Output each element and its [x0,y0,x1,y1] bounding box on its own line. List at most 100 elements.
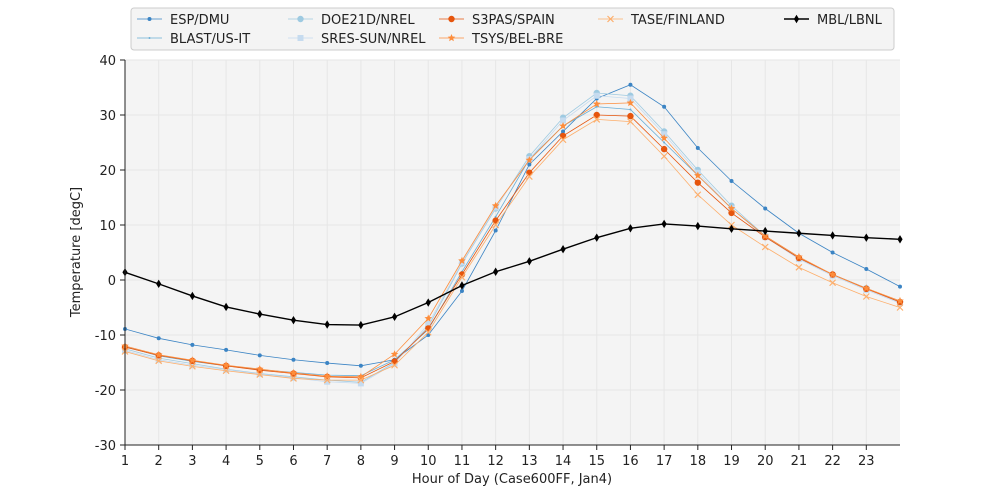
data-point [862,293,870,300]
data-point [559,122,567,130]
data-point [390,350,399,358]
data-point [795,263,803,271]
data-point [728,209,735,217]
legend-item: ESP/DMU [137,13,229,28]
legend-label: SRES-SUN/NREL [321,32,426,47]
data-point [459,281,465,290]
data-point [188,356,197,364]
legend-box [130,7,895,51]
data-point [761,243,769,251]
legend-label: S3PAS/SPAIN [472,13,555,28]
y-tick-label: -30 [95,439,116,454]
data-point [796,229,802,238]
data-point [560,245,566,254]
data-point [660,145,668,153]
legend: ESP/DMU BLAST/US-IT DOE21D/NREL SRES-SUN/NR… [130,7,895,51]
data-point [325,361,330,366]
x-tick-label: 19 [723,454,740,469]
data-point [324,320,330,329]
legend-marker [148,37,151,39]
data-point [864,267,869,271]
data-point [324,378,331,385]
data-point [593,92,600,99]
data-point [627,224,634,233]
data-point [795,252,803,261]
data-point [190,342,195,347]
data-point [255,365,264,373]
data-point [358,363,363,368]
data-point [663,141,666,144]
data-point [391,312,398,322]
ticks: 1 2 3 4 5 6 7 8 9 10 11 12 13 14 15 16 17 18 19 20 21 22 23-30… [95,54,875,469]
data-point [154,350,163,359]
x-tick-label: 2 [155,454,163,469]
data-point [155,356,162,363]
x-tick-label: 18 [690,454,707,469]
series-line [124,102,901,378]
data-point [728,224,735,234]
legend-marker [147,17,152,21]
data-point [830,231,836,240]
plot-background [125,60,900,445]
data-point [561,129,566,134]
data-point [222,367,230,375]
x-tick-label: 17 [656,454,673,469]
data-point [493,267,499,276]
data-point [357,380,364,387]
data-point [256,371,264,379]
x-tick-label: 10 [420,454,437,469]
series-layer [121,82,904,387]
data-point [492,221,500,229]
x-tick-label: 22 [824,454,841,469]
legend-item: DOE21D/NREL [288,13,415,28]
x-axis-label: Hour of Day (Case600FF, Jan4) [412,472,612,487]
series-6 [121,115,904,384]
series-line [124,223,901,326]
data-point [257,353,262,358]
y-tick-label: 10 [99,219,116,234]
series-line [124,114,901,379]
legend-item: S3PAS/SPAIN [439,13,555,28]
x-tick-label: 4 [222,454,230,469]
data-point [155,357,163,365]
legend-item: MBL/LBNL [784,13,883,28]
data-point [156,336,161,341]
data-point [493,228,498,233]
y-tick-label: 0 [108,274,116,289]
data-point [290,315,297,325]
legend-marker [448,15,455,23]
data-point [357,376,365,384]
data-point [629,108,632,111]
legend-label: TASE/FINLAND [630,13,725,28]
x-tick-label: 9 [390,454,398,469]
data-point [626,98,635,107]
data-point [525,156,534,164]
legend-marker [793,14,800,24]
x-tick-label: 7 [323,454,331,469]
data-point [627,118,634,126]
data-point [660,152,668,160]
data-point [189,362,196,369]
data-point [897,235,903,244]
data-point [525,173,533,181]
legend-marker [297,15,304,23]
data-point [494,215,497,218]
data-point [559,136,567,144]
y-tick-label: 40 [99,54,116,69]
data-point [358,320,364,330]
legend-item: TSYS/BEL-BRE [439,32,563,47]
x-tick-label: 5 [256,454,264,469]
y-axis-label: Temperature [degC] [69,187,84,318]
data-point [290,375,297,382]
data-point [727,204,736,212]
data-point [289,368,298,377]
data-point [560,117,567,124]
series-7 [122,219,903,330]
data-point [695,221,701,231]
data-point [862,284,871,292]
data-point [694,171,702,179]
data-point [425,298,431,307]
x-tick-label: 20 [757,454,774,469]
data-point [223,302,229,312]
x-tick-label: 11 [454,454,471,469]
